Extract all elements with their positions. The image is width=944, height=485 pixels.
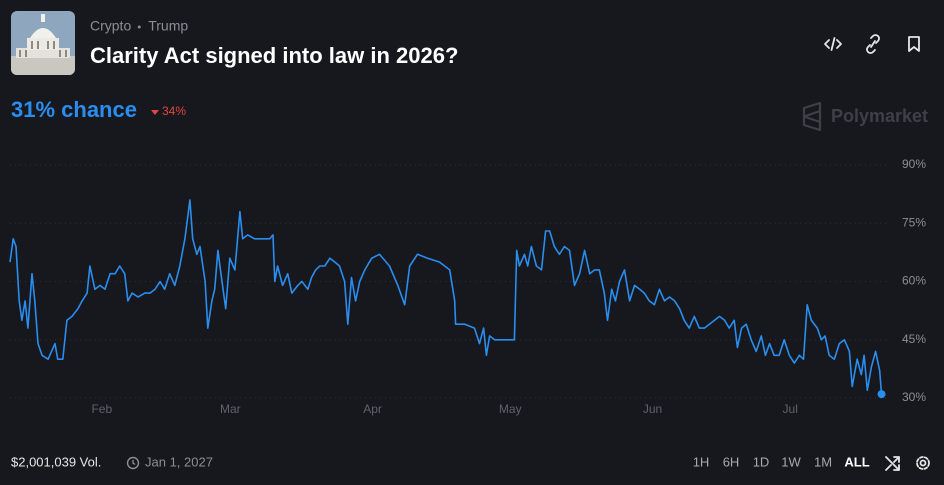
clock-icon xyxy=(126,456,140,470)
range-button[interactable]: 6H xyxy=(723,454,740,469)
brand-name: Polymarket xyxy=(831,106,928,126)
x-tick-label: Jun xyxy=(643,402,662,416)
chance: 31% chance xyxy=(11,97,137,122)
volume: $2,001,039 Vol. xyxy=(11,454,101,469)
tag-separator xyxy=(137,25,141,29)
shuffle-button[interactable] xyxy=(885,456,900,471)
price-line xyxy=(9,199,883,395)
bookmark-button[interactable] xyxy=(908,36,920,52)
x-tick-label: Mar xyxy=(220,402,241,416)
market-title: Clarity Act signed into law in 2026? xyxy=(90,43,458,68)
brand-logo: Polymarket xyxy=(802,101,928,132)
range-button[interactable]: 1M xyxy=(814,454,832,469)
x-tick-label: Apr xyxy=(363,402,382,416)
x-tick-label: Feb xyxy=(91,402,112,416)
end-marker xyxy=(877,390,886,399)
tag[interactable]: Crypto xyxy=(90,18,131,34)
y-tick-label: 45% xyxy=(902,332,926,346)
y-tick-label: 90% xyxy=(902,157,926,171)
range-button[interactable]: ALL xyxy=(844,454,869,469)
change-arrow xyxy=(150,110,159,115)
end-date: Jan 1, 2027 xyxy=(145,454,213,469)
change: 34% xyxy=(162,104,186,118)
y-tick-label: 30% xyxy=(902,390,926,404)
range-button[interactable]: 1D xyxy=(753,454,770,469)
link-button[interactable] xyxy=(866,34,880,54)
settings-button[interactable] xyxy=(916,456,930,470)
range-button[interactable]: 1H xyxy=(693,454,710,469)
x-tick-label: Jul xyxy=(783,402,798,416)
embed-button[interactable] xyxy=(824,37,842,51)
x-tick-label: May xyxy=(499,402,522,416)
market-thumbnail xyxy=(11,11,75,75)
y-tick-label: 60% xyxy=(902,274,926,288)
range-button[interactable]: 1W xyxy=(781,454,801,469)
y-tick-label: 75% xyxy=(902,215,926,229)
tag[interactable]: Trump xyxy=(148,18,188,34)
